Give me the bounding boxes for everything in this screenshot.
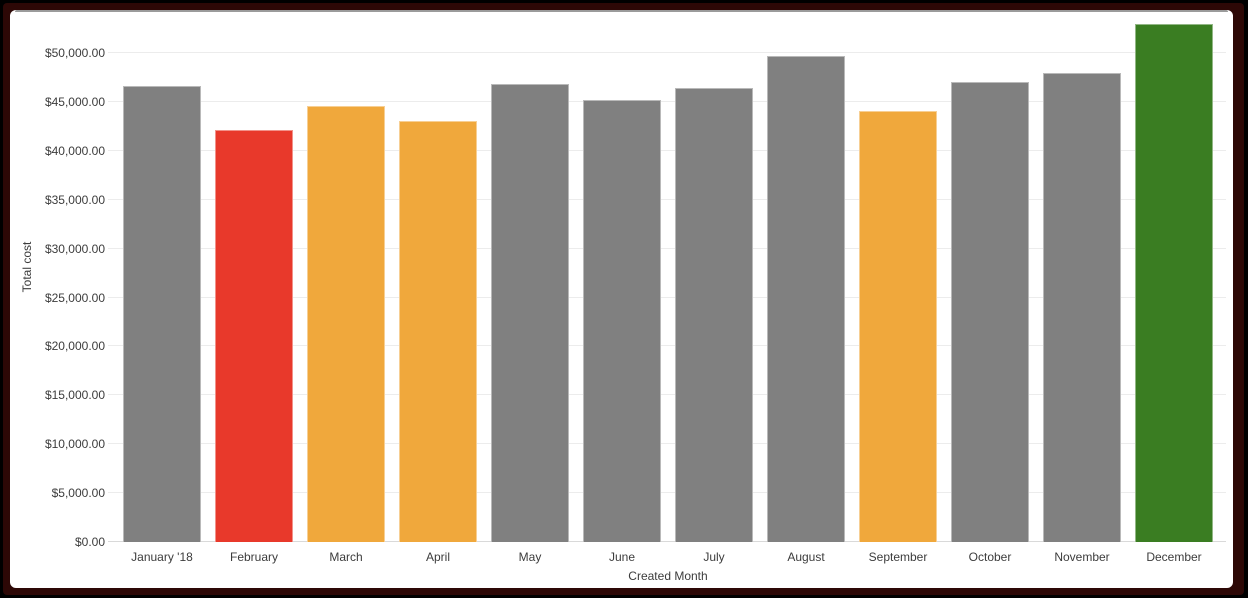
bar-march[interactable]: [306, 105, 386, 542]
chart-card: Total cost $0.00 $5,000.00 $10,000.00 $15,0…: [10, 10, 1233, 588]
gridline: [108, 100, 1226, 102]
y-tick-label: $40,000.00: [44, 143, 105, 158]
gridline: [108, 247, 1226, 249]
bar-slot: [208, 10, 300, 542]
bar-october[interactable]: [950, 82, 1030, 542]
gridline: [108, 492, 1226, 494]
bar-slot: [944, 10, 1036, 542]
y-tick-label: $25,000.00: [44, 290, 105, 305]
y-tick-label: $35,000.00: [44, 192, 105, 207]
bar-slot: [668, 10, 760, 542]
y-tick-label: $20,000.00: [44, 339, 105, 354]
bar-april[interactable]: [398, 120, 478, 542]
x-tick-label-march: March: [329, 550, 363, 564]
bar-may[interactable]: [490, 84, 570, 542]
bar-january-18[interactable]: [122, 86, 202, 542]
x-tick-label-april: April: [425, 550, 450, 564]
x-tick-label-november: November: [1054, 550, 1110, 564]
bar-september[interactable]: [858, 110, 938, 542]
y-tick-label: $30,000.00: [44, 241, 105, 256]
gridline: [108, 52, 1226, 54]
y-tick-label: $5,000.00: [51, 486, 105, 501]
y-tick-label: $45,000.00: [44, 94, 105, 109]
bar-december[interactable]: [1134, 23, 1214, 542]
card-top-edge: [15, 10, 1228, 12]
y-tick-label: $50,000.00: [44, 46, 105, 61]
bar-february[interactable]: [214, 130, 294, 542]
gridline: [108, 296, 1226, 298]
bar-slot: [300, 10, 392, 542]
y-axis-tick-labels: $0.00 $5,000.00 $10,000.00 $15,000.00 $20,00…: [10, 10, 105, 549]
bar-slot: [760, 10, 852, 542]
x-axis-tick-labels: January '18 February March April May June July…: [116, 550, 1220, 564]
bar-slot: [1036, 10, 1128, 542]
x-axis-title: Created Month: [628, 569, 708, 583]
y-tick-label: $0.00: [74, 535, 105, 549]
x-tick-label-july: July: [703, 550, 725, 564]
gridline: [108, 345, 1226, 347]
x-tick-label-august: August: [787, 550, 825, 564]
x-tick-label-october: October: [968, 550, 1012, 564]
gridline: [108, 198, 1226, 200]
x-tick-label-september: September: [868, 550, 928, 564]
bar-slot: [1128, 10, 1220, 542]
x-tick-label-january-18: January '18: [131, 550, 193, 564]
bar-series: [116, 10, 1220, 542]
x-tick-label-may: May: [518, 550, 542, 564]
gridline: [108, 149, 1226, 151]
bar-november[interactable]: [1042, 72, 1122, 542]
plot-area: [108, 10, 1226, 542]
bar-june[interactable]: [582, 99, 662, 542]
bar-august[interactable]: [766, 55, 846, 542]
gridline: [108, 443, 1226, 445]
y-tick-label: $10,000.00: [44, 437, 105, 452]
x-axis-baseline: [108, 541, 1226, 542]
gridline: [108, 394, 1226, 396]
bar-slot: [576, 10, 668, 542]
x-tick-label-june: June: [608, 550, 636, 564]
bar-july[interactable]: [674, 88, 754, 542]
bar-slot: [484, 10, 576, 542]
x-tick-label-december: December: [1146, 550, 1202, 564]
bar-slot: [852, 10, 944, 542]
y-tick-label: $15,000.00: [44, 388, 105, 403]
bar-slot: [116, 10, 208, 542]
bar-slot: [392, 10, 484, 542]
x-tick-label-february: February: [229, 550, 279, 564]
